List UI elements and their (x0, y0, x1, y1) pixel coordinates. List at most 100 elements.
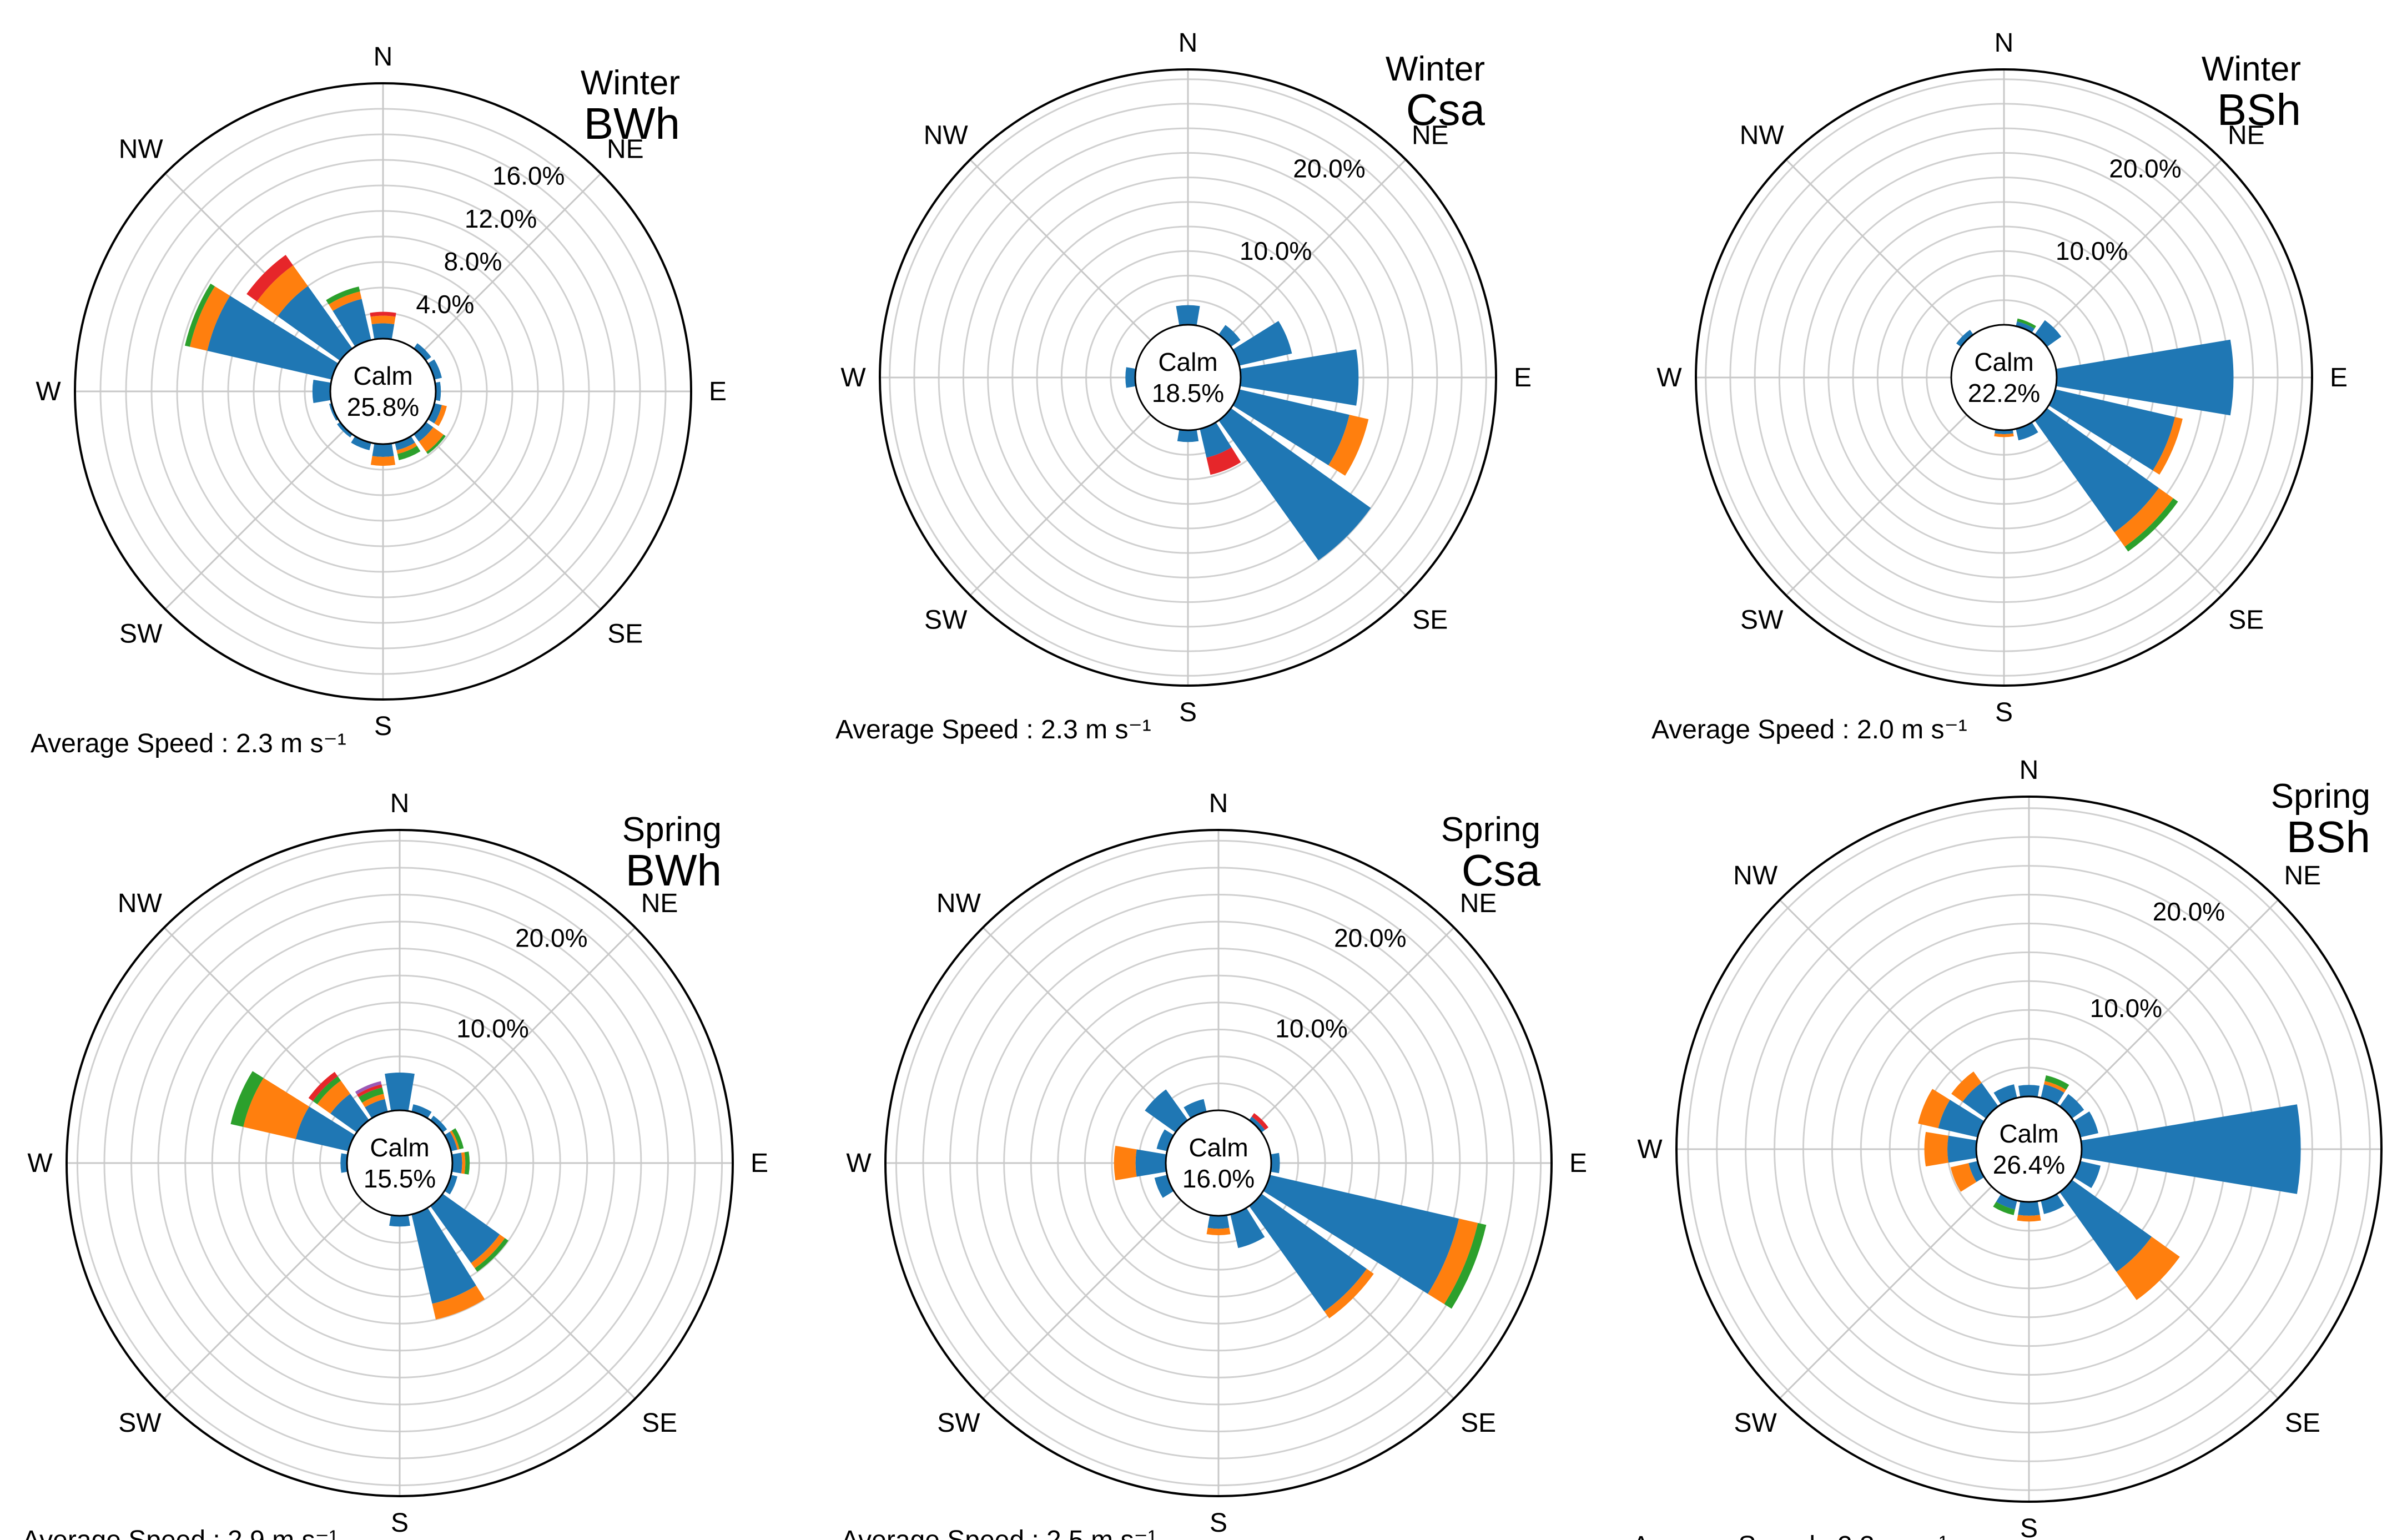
wind-bar-segment (1324, 1269, 1374, 1318)
wind-bar-segment (326, 286, 360, 305)
calm-circle (1134, 324, 1242, 431)
calm-circle (346, 1109, 454, 1217)
compass-label: NE (1412, 121, 1449, 150)
compass-label: S (1179, 698, 1197, 727)
compass-label: NW (1733, 861, 1778, 890)
wind-bar-segment (2114, 488, 2173, 547)
wind-bar-segment (308, 1071, 338, 1101)
grid-spoke (1785, 159, 1967, 341)
wind-bar-segment (1207, 1215, 1230, 1229)
wind-bar-segment (1950, 1163, 1977, 1192)
grid-spoke (1779, 1186, 1992, 1400)
wind-bar-segment (1156, 1129, 1174, 1151)
season-title: Winter (2202, 50, 2301, 88)
wind-bar-segment (329, 291, 362, 311)
tick-label: 8.0% (444, 247, 502, 276)
compass-label: NW (924, 121, 969, 150)
wind-bar-segment (435, 381, 441, 401)
wind-bar-segment (340, 1153, 348, 1173)
wind-bar-segment (1270, 1153, 1280, 1174)
wind-bar-segment (351, 436, 371, 451)
wind-bar-segment (395, 436, 415, 451)
wind-bar-segment (451, 1128, 464, 1150)
grid-spoke (420, 173, 602, 355)
wind-bar-segment (2017, 1215, 2041, 1222)
wind-bar-segment (389, 1215, 410, 1227)
compass-label: SW (1740, 605, 1784, 635)
season-title: Spring (1441, 811, 1540, 849)
wind-bar-segment (411, 1207, 476, 1304)
wind-bar-segment (471, 1234, 505, 1269)
wind-bar-segment (2035, 408, 2159, 532)
wind-bar-segment (355, 1081, 382, 1095)
season-title: Spring (2271, 777, 2370, 816)
wind-bar-segment (1232, 321, 1292, 366)
wind-bar-segment (430, 1115, 447, 1133)
compass-label: S (2020, 1514, 2038, 1540)
wind-bar-segment (385, 1073, 415, 1111)
wind-bar-segment (1918, 1089, 1950, 1129)
tick-label: 16.0% (492, 162, 565, 190)
wind-bar-segment (427, 359, 442, 380)
tick-label: 20.0% (515, 924, 587, 953)
average-speed-label: Average Speed : 2.3 m s⁻¹ (31, 729, 346, 758)
wind-bar-segment (2016, 321, 2035, 333)
wind-bar-segment (1206, 1227, 1231, 1235)
outer-circle (66, 829, 734, 1497)
wind-bar-segment (2073, 1161, 2101, 1189)
tick-label: 10.0% (2090, 994, 2162, 1023)
compass-label: N (1209, 789, 1228, 818)
average-speed-label: Average Speed : 2.3 m s⁻¹ (1632, 1531, 1948, 1540)
wind-bar-segment (371, 323, 395, 340)
average-speed-label: Average Speed : 2.9 m s⁻¹ (22, 1526, 338, 1540)
wind-bar-segment (1956, 330, 1973, 347)
wind-bar-segment (2044, 1075, 2069, 1090)
grid-spoke (982, 927, 1182, 1126)
wind-bar-segment (358, 1087, 384, 1103)
compass-label: NE (641, 889, 678, 918)
wind-bar-segment (317, 1080, 350, 1114)
wind-bar-segment (427, 403, 442, 424)
wind-bar-segment (1154, 1175, 1174, 1198)
wind-bar-segment (464, 1151, 470, 1175)
wind-bar-segment (2048, 389, 2176, 471)
average-speed-label: Average Speed : 2.5 m s⁻¹ (841, 1526, 1157, 1540)
wind-bar-segment (356, 1084, 382, 1098)
compass-label: NW (936, 889, 981, 918)
wind-bar-segment (1993, 1201, 2015, 1215)
wind-bar-segment (430, 1194, 500, 1264)
outer-circle (1695, 68, 2313, 687)
calm-percent: 15.5% (364, 1164, 436, 1193)
compass-label: SE (607, 619, 643, 648)
season-title: Winter (581, 64, 680, 102)
average-speed-label: Average Speed : 2.3 m s⁻¹ (835, 715, 1151, 744)
compass-label: SW (119, 619, 163, 648)
calm-percent: 22.2% (1968, 379, 2040, 407)
climate-title: Csa (1406, 85, 1485, 134)
wind-bar-segment (397, 446, 421, 460)
wind-bar-segment (1249, 1116, 1265, 1133)
compass-label: N (390, 789, 410, 818)
wind-bar-segment (1200, 422, 1232, 458)
wind-bar-segment (256, 265, 308, 316)
compass-label: W (36, 377, 61, 406)
compass-label: W (1656, 363, 1682, 392)
wind-bar-segment (2016, 422, 2038, 441)
wind-bar-segment (2153, 417, 2183, 475)
wind-bar-segment (1428, 1219, 1478, 1305)
wind-bar-segment (337, 422, 352, 437)
wind-bar-segment (1962, 1083, 1998, 1119)
compass-label: S (391, 1508, 409, 1538)
compass-label: NW (118, 889, 163, 918)
wind-bar-segment (396, 442, 417, 454)
calm-label: Calm (353, 361, 412, 390)
wind-bar-segment (1184, 1099, 1207, 1119)
wind-bar-segment (189, 286, 230, 351)
climate-title: BWh (626, 846, 722, 895)
tick-label: 4.0% (416, 290, 474, 319)
compass-label: E (751, 1149, 768, 1178)
